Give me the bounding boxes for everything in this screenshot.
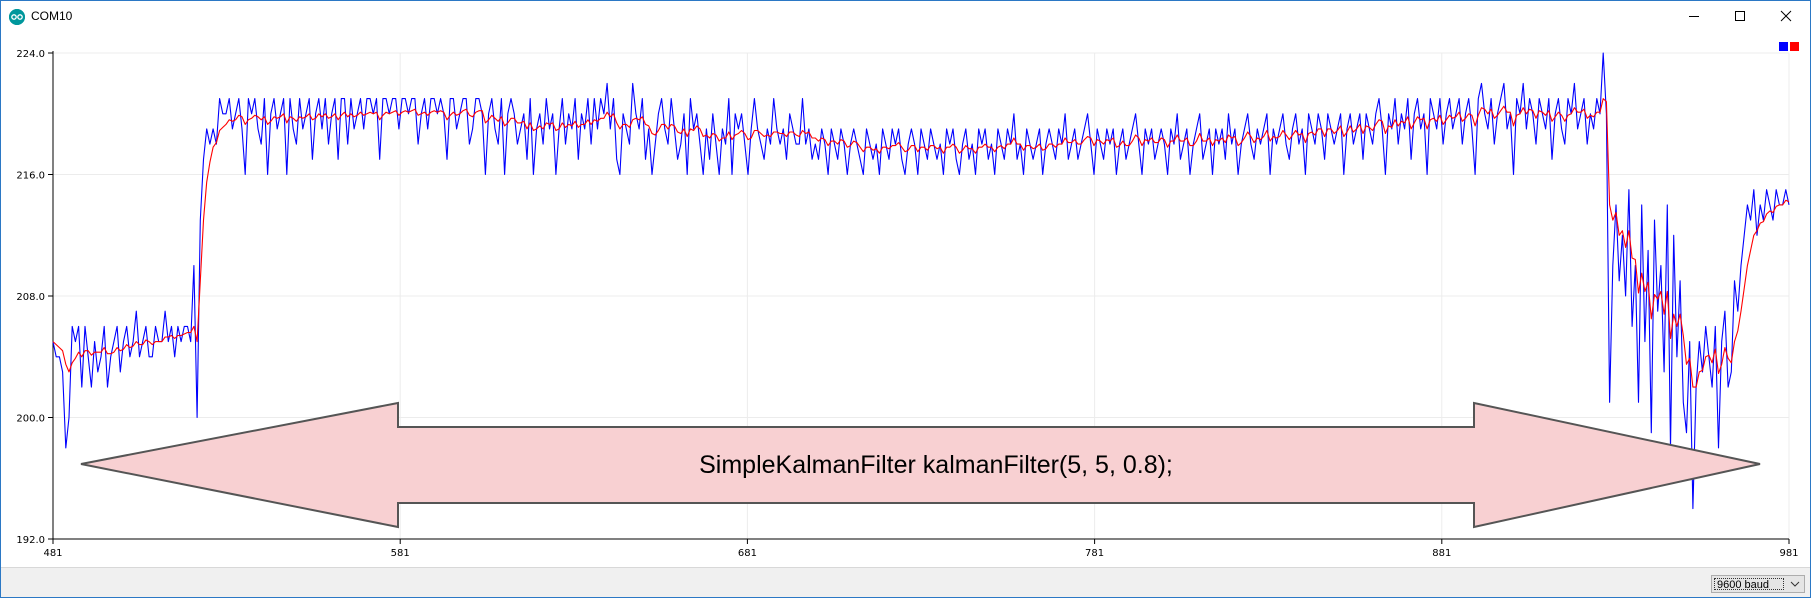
plot-ticks: 481 581 681 781 881 981 192.0 200.0 208.0 216.0 22…: [16, 49, 1798, 559]
window-title: COM10: [31, 9, 73, 23]
baud-rate-select[interactable]: 9600 baud: [1711, 575, 1805, 593]
annotation-text: SimpleKalmanFilter kalmanFilter(5, 5, 0.…: [699, 451, 1173, 479]
maximize-icon: [1735, 11, 1745, 21]
y-tick-label-3: 216.0: [16, 171, 45, 182]
series-line-1: [52, 98, 1790, 388]
x-tick-label-2: 681: [738, 548, 757, 559]
minimize-icon: [1689, 16, 1699, 17]
legend-swatch-blue: [1779, 42, 1788, 51]
status-bar: 9600 baud: [1, 567, 1810, 597]
title-bar[interactable]: COM10: [1, 1, 1810, 31]
x-tick-label-0: 481: [43, 548, 62, 559]
close-button[interactable]: [1763, 1, 1809, 31]
chevron-down-icon: [1790, 581, 1800, 587]
serial-plot: 481 581 681 781 881 981 192.0 200.0 208.0 216.0 22…: [16, 42, 1799, 559]
plot-axes: [52, 51, 1789, 540]
arduino-logo-icon: [9, 9, 25, 25]
double-arrow-shape: [80, 401, 1761, 529]
plot-lines: [52, 52, 1790, 510]
minimize-button[interactable]: [1671, 1, 1717, 31]
legend-swatch-red: [1790, 42, 1799, 51]
y-tick-label-0: 192.0: [16, 535, 45, 546]
y-tick-label-1: 200.0: [16, 414, 45, 425]
annotation-double-arrow: SimpleKalmanFilter kalmanFilter(5, 5, 0.…: [80, 401, 1761, 529]
x-tick-label-4: 881: [1432, 548, 1451, 559]
close-icon: [1780, 10, 1792, 22]
series-line-0: [52, 52, 1790, 510]
baud-rate-value: 9600 baud: [1714, 578, 1784, 591]
y-tick-label-4: 224.0: [16, 49, 45, 60]
x-tick-label-3: 781: [1085, 548, 1104, 559]
maximize-button[interactable]: [1717, 1, 1763, 31]
y-tick-label-2: 208.0: [16, 292, 45, 303]
x-tick-label-5: 981: [1779, 548, 1798, 559]
x-tick-label-1: 581: [391, 548, 410, 559]
legend: [1779, 42, 1799, 51]
